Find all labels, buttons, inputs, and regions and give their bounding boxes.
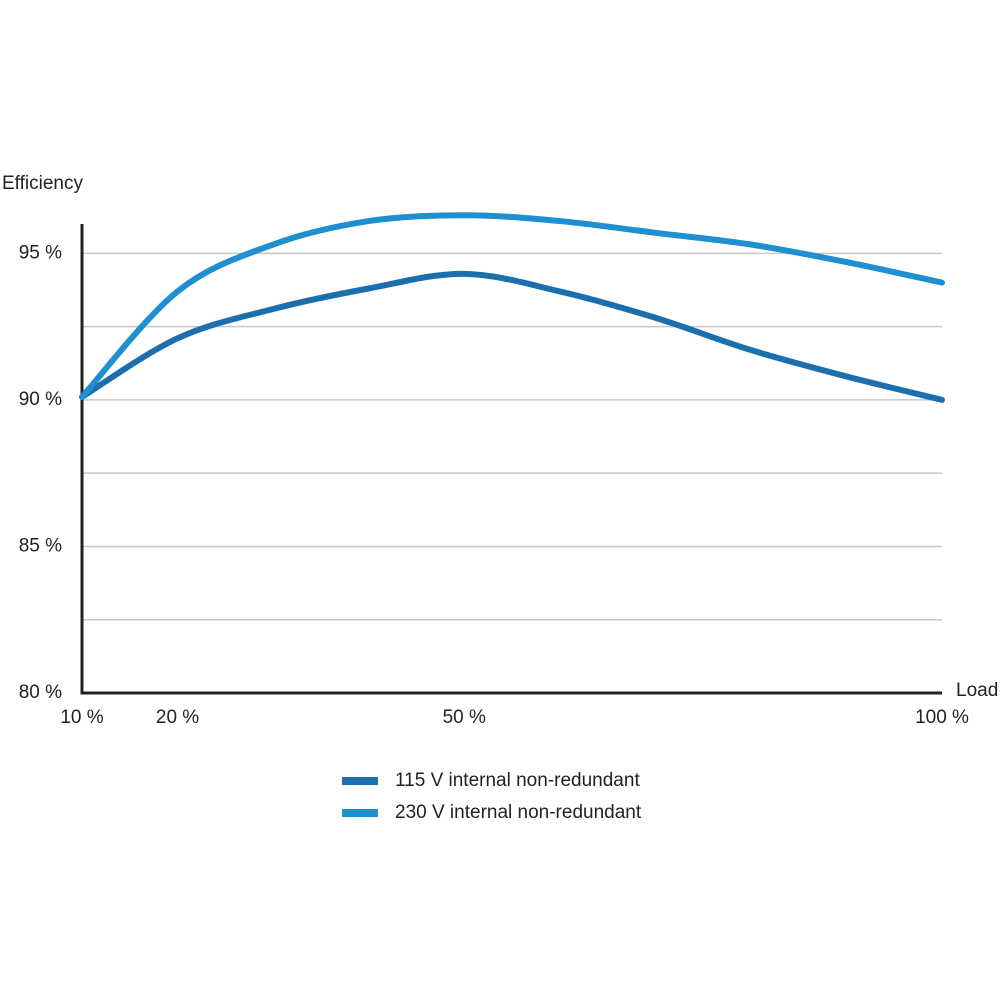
legend-label: 115 V internal non-redundant [395, 770, 640, 791]
series-line [79, 270, 945, 403]
x-tick-label: 20 % [156, 707, 199, 728]
x-tick-label: 50 % [443, 707, 486, 728]
legend-swatch [342, 777, 378, 785]
y-tick-label: 90 % [19, 389, 62, 410]
legend-label: 230 V internal non-redundant [395, 802, 642, 823]
x-tick-label: 100 % [915, 707, 969, 728]
legend-swatch [342, 809, 378, 817]
y-tick-label: 80 % [19, 682, 62, 703]
y-axis-label: Efficiency [2, 173, 83, 194]
series-line [79, 212, 945, 400]
x-tick-label: 10 % [60, 707, 103, 728]
y-tick-label: 85 % [19, 535, 62, 556]
x-axis-label: Load [956, 680, 998, 701]
y-tick-label: 95 % [19, 242, 62, 263]
